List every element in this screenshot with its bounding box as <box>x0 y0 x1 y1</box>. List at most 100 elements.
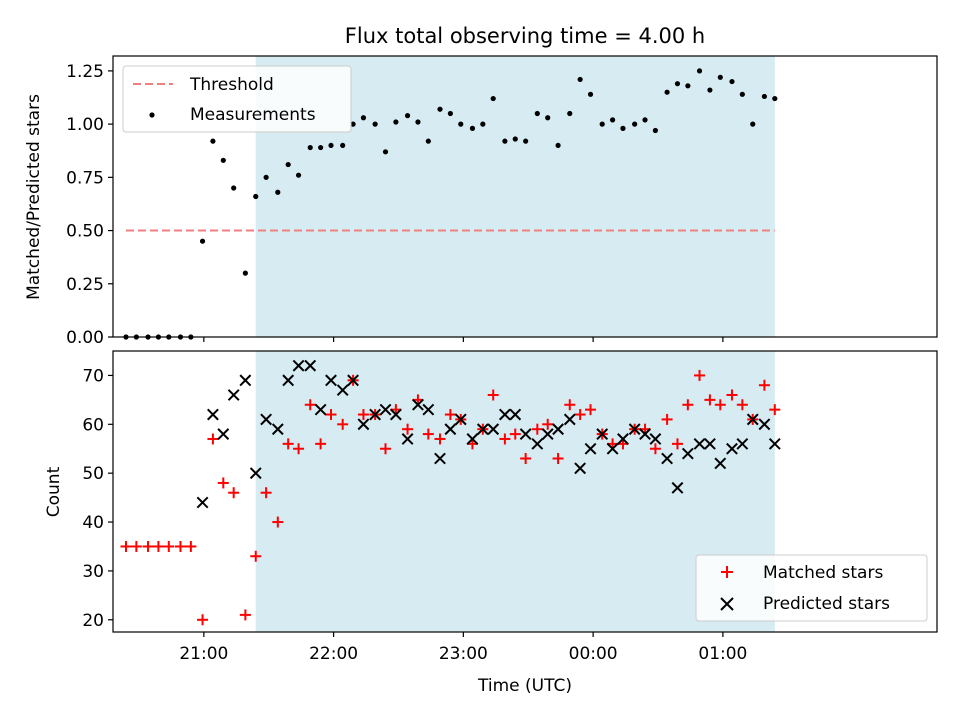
matched-star-point <box>185 540 197 552</box>
bottom-legend: Matched stars Predicted stars <box>695 554 928 622</box>
bottom-y-ticks: 20 30 40 50 60 70 <box>82 366 113 631</box>
matched-stars-points <box>120 369 781 626</box>
matched-star-point <box>434 433 446 445</box>
bottom-y-tick-label: 20 <box>82 611 104 631</box>
bottom-y-tick-label: 50 <box>82 464 104 484</box>
predicted-star-point <box>369 408 382 421</box>
matched-star-point <box>293 443 305 455</box>
matched-star-point <box>671 438 683 450</box>
predicted-star-point <box>454 413 467 426</box>
predicted-star-point <box>704 437 716 450</box>
predicted-star-point <box>563 413 576 426</box>
measurement-point <box>502 138 508 144</box>
matched-star-point <box>444 409 456 421</box>
predicted-star-point <box>379 403 392 416</box>
matched-star-point <box>499 433 511 445</box>
predicted-star-point <box>487 423 500 436</box>
measurement-point <box>220 157 226 163</box>
predicted-star-point <box>325 374 337 387</box>
measurement-point <box>447 110 453 117</box>
measurement-point <box>404 113 411 119</box>
matched-star-point <box>272 516 284 528</box>
bottom-axes-frame <box>112 350 938 633</box>
predicted-star-point <box>639 428 651 440</box>
measurement-point <box>360 115 367 121</box>
predicted-star-point <box>519 428 532 440</box>
top-y-tick-label: 0.75 <box>66 168 104 188</box>
measurement-point <box>415 119 421 125</box>
predicted-star-point <box>422 403 435 416</box>
x-tick-label: 23:00 <box>439 644 488 664</box>
matched-star-point <box>585 404 597 416</box>
matched-star-point <box>250 550 262 562</box>
measurement-point <box>555 142 561 149</box>
predicted-star-point <box>207 408 219 421</box>
top-legend-box <box>122 65 352 133</box>
predicted-star-point <box>434 452 446 465</box>
top-x-ticks <box>203 337 724 342</box>
matched-star-point <box>357 409 369 421</box>
bottom-y-tick-label: 60 <box>82 415 104 435</box>
matched-star-point <box>736 399 748 411</box>
predicted-star-point <box>466 433 479 445</box>
measurement-point <box>729 78 735 85</box>
matched-star-point <box>509 428 521 440</box>
matched-star-point <box>422 428 434 440</box>
predicted-stars-points <box>196 359 781 509</box>
matched-star-point <box>260 487 272 499</box>
x-axis-label: Time (UTC) <box>477 676 572 696</box>
predicted-star-point <box>541 428 554 440</box>
legend-threshold-label: Threshold <box>189 75 274 95</box>
top-y-ticks: 0.00 0.25 0.50 0.75 1.00 1.25 <box>66 62 113 348</box>
matched-star-point <box>704 394 716 406</box>
measurement-point <box>761 93 768 100</box>
legend-matched-label: Matched stars <box>763 563 883 583</box>
measurement-point <box>263 174 269 180</box>
measurement-point <box>210 138 216 144</box>
bottom-y-tick-label: 40 <box>82 513 104 533</box>
predicted-star-point <box>617 433 629 445</box>
matched-star-point <box>769 404 781 416</box>
predicted-star-point <box>357 418 370 431</box>
predicted-star-point <box>239 374 252 387</box>
measurement-point <box>674 81 681 87</box>
x-tick-label: 21:00 <box>179 644 228 664</box>
matched-star-point <box>574 409 586 421</box>
measurement-point <box>664 89 670 95</box>
measurement-point <box>567 110 573 117</box>
legend-matched-swatch <box>721 566 733 578</box>
predicted-star-point <box>336 384 349 397</box>
measurement-point <box>340 142 346 149</box>
measurement-point <box>382 149 389 155</box>
x-tick-label: 22:00 <box>309 644 358 664</box>
measurement-point <box>642 117 648 123</box>
legend-predicted-label: Predicted stars <box>763 594 890 614</box>
top-y-tick-label: 0.25 <box>66 275 104 295</box>
matched-star-point <box>726 389 738 401</box>
predicted-star-point <box>531 437 544 450</box>
bottom-y-axis-label: Count <box>44 466 64 517</box>
measurement-point <box>739 91 745 97</box>
x-tick-label: 00:00 <box>569 644 618 664</box>
predicted-star-point <box>292 359 305 372</box>
predicted-star-point <box>552 423 564 436</box>
measurement-point <box>512 136 518 142</box>
predicted-star-point <box>746 413 759 426</box>
measurement-point <box>534 110 540 117</box>
matched-star-point <box>207 433 219 445</box>
measurement-point <box>231 185 237 191</box>
matched-star-point <box>380 443 392 455</box>
matched-star-point <box>487 389 499 401</box>
matched-star-point <box>120 540 132 552</box>
matched-star-point <box>564 399 576 411</box>
measurement-point <box>437 106 443 112</box>
matched-star-point <box>217 477 229 489</box>
predicted-star-point <box>282 374 295 387</box>
measurement-point <box>425 138 431 144</box>
measurement-point <box>295 172 302 178</box>
bottom-x-ticks: 21:00 22:00 23:00 00:00 01:00 <box>179 632 747 664</box>
measurement-point <box>577 76 583 83</box>
predicted-star-point <box>693 437 706 450</box>
matched-star-point <box>174 540 186 552</box>
